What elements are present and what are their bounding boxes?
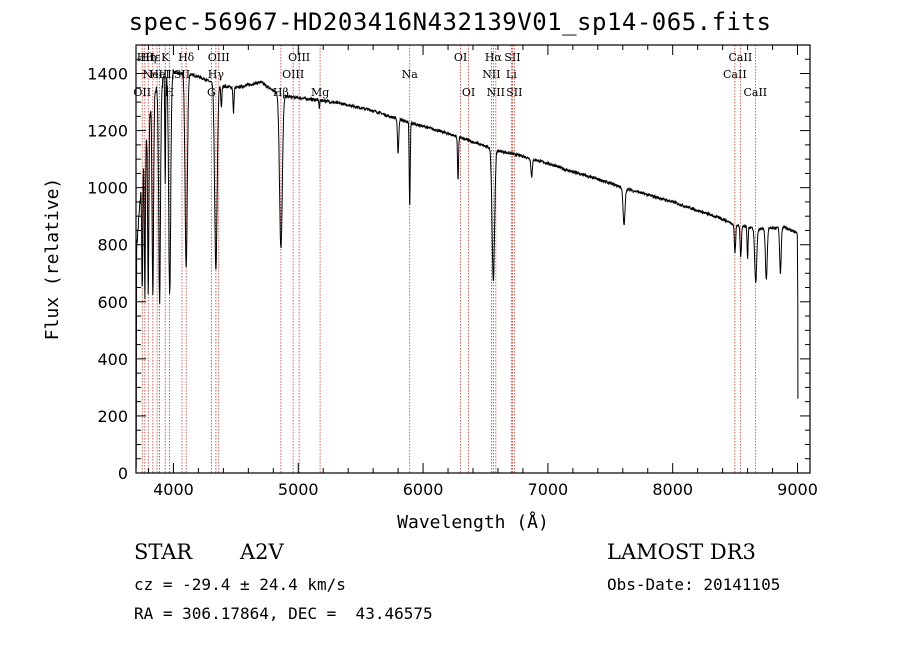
spectrum-line (135, 68, 799, 468)
y-tick-label-2: 400 (97, 350, 128, 369)
line-marker-label-0: OII (133, 86, 151, 99)
x-tick-label-1: 5000 (278, 480, 319, 499)
y-axis-label: Flux (relative) (42, 178, 63, 341)
redshift-velocity: cz = -29.4 ± 24.4 km/s (134, 575, 346, 594)
x-tick-label-0: 4000 (153, 480, 194, 499)
line-marker-labels: OIIHθHηHεNeIIIHeIKHSIIHδGHγOIIIHβOIIIOII… (133, 51, 767, 99)
spectral-subclass: A2V (240, 540, 284, 564)
line-marker-label-14: OIII (282, 68, 304, 81)
axis-tick-labels: 4000 5000 6000 7000 8000 9000 0 200 400 600 800 100… (87, 65, 818, 499)
chart-title: spec-56967-HD203416N432139V01_sp14-065.f… (128, 8, 772, 36)
line-marker-label-27: CaII (729, 51, 753, 64)
line-marker-label-9: Hδ (178, 51, 195, 64)
line-marker-label-3: Hε (145, 51, 161, 64)
x-tick-label-3: 7000 (528, 480, 569, 499)
line-marker-label-18: OI (454, 51, 467, 64)
line-marker-label-20: NII (482, 68, 500, 81)
x-axis-label: Wavelength (Å) (397, 511, 549, 533)
line-marker-label-7: H (165, 86, 175, 99)
x-tick-label-2: 6000 (403, 480, 444, 499)
line-marker-label-25: SII (506, 86, 522, 99)
y-tick-label-5: 1000 (87, 179, 128, 198)
line-marker-label-12: OIII (208, 51, 230, 64)
line-marker-label-23: Li (506, 68, 517, 81)
y-tick-label-3: 600 (97, 293, 128, 312)
line-marker-label-17: Na (402, 68, 419, 81)
coordinates: RA = 306.17864, DEC = 43.46575 (134, 604, 433, 623)
line-marker-label-28: CaII (743, 86, 767, 99)
y-tick-label-4: 800 (97, 236, 128, 255)
object-type: STAR (134, 540, 193, 564)
line-marker-label-19: OI (462, 86, 475, 99)
survey-name: LAMOST DR3 (607, 540, 756, 564)
y-tick-label-1: 200 (97, 407, 128, 426)
y-tick-label-7: 1400 (87, 65, 128, 84)
line-marker-label-2: Hη (140, 51, 156, 64)
line-marker-label-16: Mg (311, 86, 329, 99)
y-tick-label-6: 1200 (87, 122, 128, 141)
line-marker-label-21: Hα (485, 51, 503, 64)
line-marker-label-10: G (207, 86, 216, 99)
line-marker-label-11: Hγ (208, 68, 225, 81)
x-tick-label-5: 9000 (777, 480, 818, 499)
x-tick-label-4: 8000 (652, 480, 693, 499)
line-marker-label-5: HeI (149, 68, 169, 81)
observation-date: Obs-Date: 20141105 (607, 575, 781, 594)
plot-frame (135, 44, 811, 474)
line-marker-label-22: NII (487, 86, 505, 99)
line-marker-label-6: K (161, 51, 170, 64)
y-tick-label-0: 0 (118, 464, 128, 483)
line-marker-label-24: SII (504, 51, 520, 64)
line-marker-label-26: CaII (723, 68, 747, 81)
line-marker-label-1: Hθ (137, 51, 154, 64)
line-marker-label-15: OIII (288, 51, 310, 64)
axis-ticks (136, 45, 810, 474)
